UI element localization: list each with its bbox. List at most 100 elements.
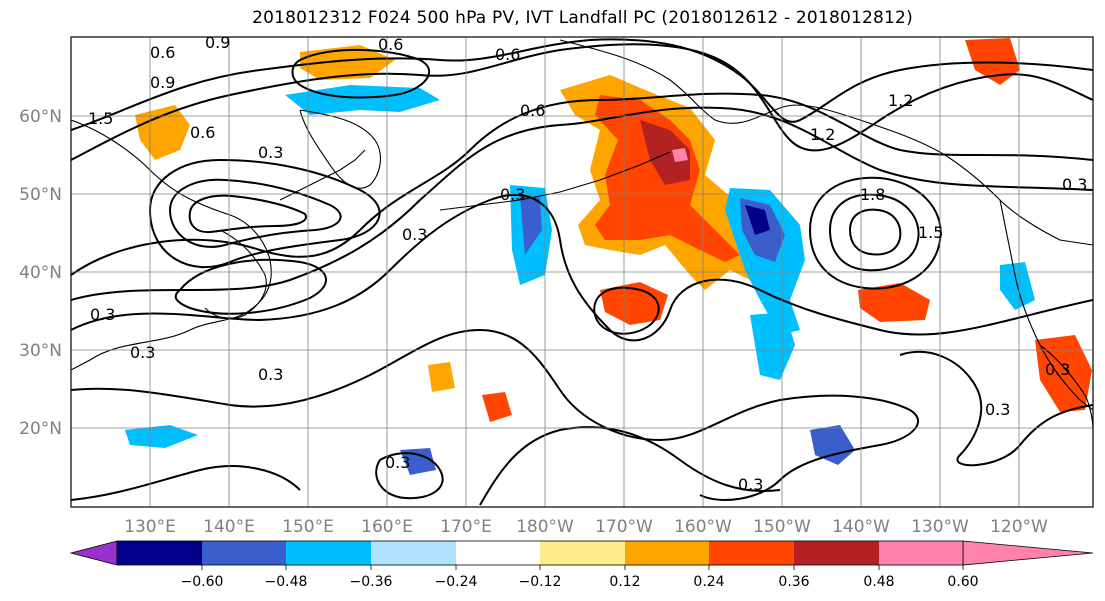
contour-label: 0.3 bbox=[402, 225, 427, 244]
contour-label: 0.6 bbox=[520, 101, 545, 120]
contour-label: 0.3 bbox=[258, 143, 283, 162]
colorbar-tick-label: 0.60 bbox=[947, 574, 978, 590]
latitude-labels: 60°N 50°N 40°N 30°N 20°N bbox=[19, 107, 62, 439]
contour-label: 1.8 bbox=[860, 185, 885, 204]
contour-label: 0.6 bbox=[378, 35, 403, 54]
colorbar: −0.60 −0.48 −0.36 −0.24 −0.12 0.12 0.24 … bbox=[69, 540, 1094, 590]
lon-label: 120°W bbox=[990, 517, 1048, 537]
coastline-kamchatka bbox=[299, 109, 381, 189]
coastline-aleutians bbox=[439, 151, 671, 211]
pv-contour bbox=[593, 286, 660, 335]
pv-contour bbox=[828, 193, 920, 272]
contour-label: 0.9 bbox=[150, 73, 175, 92]
positive-anomaly-small-2 bbox=[428, 362, 455, 392]
lon-label: 130°W bbox=[911, 517, 969, 537]
lon-label: 170°E bbox=[440, 517, 492, 537]
positive-anomaly-california bbox=[1035, 335, 1092, 412]
contour-label: 1.5 bbox=[88, 109, 113, 128]
contour-label: 0.6 bbox=[150, 43, 175, 62]
colorbar-bin bbox=[709, 541, 794, 565]
coastline-kuril bbox=[279, 149, 366, 201]
positive-anomaly-japan-north bbox=[135, 105, 190, 160]
pv-contour bbox=[71, 194, 1093, 342]
lon-label: 150°W bbox=[753, 517, 811, 537]
negative-anomaly-small-3 bbox=[400, 448, 436, 475]
colorbar-tick-label: 0.12 bbox=[609, 574, 640, 590]
contour-label: 0.6 bbox=[495, 45, 520, 64]
positive-anomaly-hawaii-north bbox=[858, 283, 930, 322]
contour-label: 1.2 bbox=[810, 125, 835, 144]
contour-label: 0.3 bbox=[985, 400, 1010, 419]
colorbar-bin bbox=[794, 541, 879, 565]
coastline-alaska bbox=[559, 39, 1093, 246]
lon-label: 170°W bbox=[595, 517, 653, 537]
lon-label: 140°W bbox=[832, 517, 890, 537]
longitude-labels: 130°E 140°E 150°E 160°E 170°E 180°W 170°… bbox=[124, 517, 1048, 537]
pv-contour bbox=[174, 258, 327, 315]
colorbar-bin bbox=[202, 541, 286, 565]
colorbar-tick-label: −0.48 bbox=[265, 574, 308, 590]
positive-anomaly-okhotsk bbox=[300, 45, 395, 80]
positive-anomaly-small-1 bbox=[482, 392, 512, 422]
contour-label: 0.3 bbox=[130, 343, 155, 362]
coastline-mexico bbox=[1039, 344, 1093, 431]
contour-label: 0.3 bbox=[90, 305, 115, 324]
coastline-north-america-west bbox=[999, 199, 1093, 411]
colorbar-tick-label: 0.24 bbox=[693, 574, 724, 590]
colorbar-ticks bbox=[201, 565, 964, 570]
coastline-japan bbox=[204, 229, 267, 320]
lon-label: 130°E bbox=[124, 517, 176, 537]
lon-label: 140°E bbox=[203, 517, 255, 537]
contour-label: 0.3 bbox=[258, 365, 283, 384]
pv-contour bbox=[148, 158, 381, 268]
pv-contour bbox=[71, 106, 1093, 301]
contour-label: 0.3 bbox=[1062, 175, 1087, 194]
contour-label: 0.9 bbox=[205, 33, 230, 52]
pv-contour bbox=[71, 465, 301, 501]
colorbar-tick-label: 0.48 bbox=[863, 574, 894, 590]
negative-anomaly-dateline-core bbox=[520, 195, 542, 255]
colorbar-tick-label: −0.12 bbox=[519, 574, 562, 590]
pv-contour bbox=[71, 328, 919, 501]
lat-label-50n: 50°N bbox=[19, 185, 62, 205]
pv-contour bbox=[168, 178, 342, 248]
colorbar-bin bbox=[117, 541, 202, 565]
colorbar-bin bbox=[286, 541, 371, 565]
negative-anomaly-small-2 bbox=[125, 425, 198, 448]
pv-contour bbox=[375, 452, 444, 500]
pv-contour bbox=[848, 208, 902, 256]
lat-label-30n: 30°N bbox=[19, 341, 62, 361]
pv-contour bbox=[479, 426, 781, 506]
lon-label: 160°E bbox=[361, 517, 413, 537]
colorbar-extend-max bbox=[962, 540, 1094, 566]
ivt-anomaly-fill bbox=[125, 38, 1092, 475]
map-frame bbox=[70, 36, 1094, 508]
colorbar-tick-label: −0.36 bbox=[350, 574, 393, 590]
lat-label-60n: 60°N bbox=[19, 107, 62, 127]
contour-label: 0.3 bbox=[500, 185, 525, 204]
negative-anomaly-small-1 bbox=[810, 425, 855, 465]
colorbar-bin bbox=[371, 541, 456, 565]
contour-label: 0.3 bbox=[385, 453, 410, 472]
lon-label: 160°W bbox=[674, 517, 732, 537]
lat-label-40n: 40°N bbox=[19, 263, 62, 283]
colorbar-extend-min bbox=[69, 540, 118, 566]
lon-label: 180°W bbox=[516, 517, 574, 537]
colorbar-tick-label: 0.36 bbox=[778, 574, 809, 590]
contour-label: 1.2 bbox=[888, 91, 913, 110]
colorbar-bin bbox=[625, 541, 709, 565]
pv-contour bbox=[899, 350, 1093, 467]
pv-contour bbox=[71, 38, 1093, 131]
contour-label: 0.3 bbox=[738, 475, 763, 494]
colorbar-bin bbox=[540, 541, 625, 565]
negative-anomaly-kamchatka bbox=[285, 85, 440, 115]
colorbar-tick-label: −0.60 bbox=[181, 574, 224, 590]
contour-label: 1.5 bbox=[918, 223, 943, 242]
lon-label: 150°E bbox=[282, 517, 334, 537]
contour-label: 0.3 bbox=[1045, 360, 1070, 379]
negative-anomaly-small-5 bbox=[750, 312, 795, 380]
lat-label-20n: 20°N bbox=[19, 419, 62, 439]
pv-contours bbox=[71, 38, 1093, 506]
positive-anomaly-max bbox=[640, 120, 690, 185]
